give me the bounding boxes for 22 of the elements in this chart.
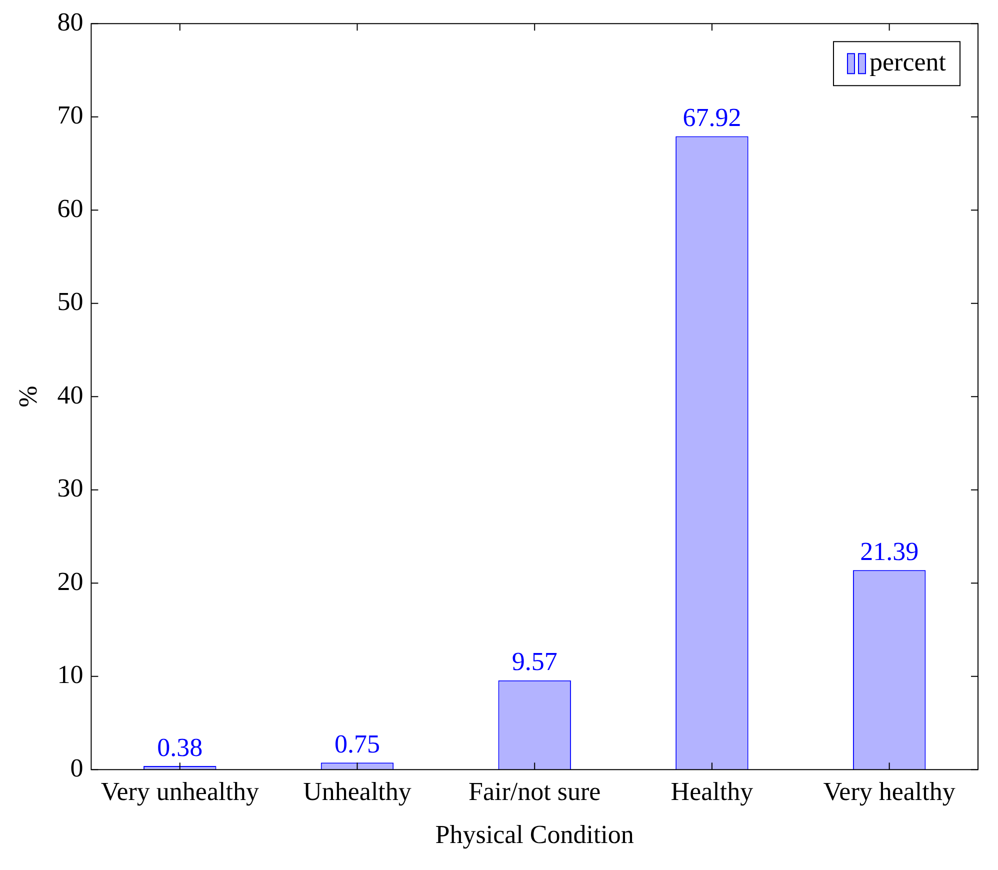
- y-axis-title: %: [13, 386, 42, 408]
- legend-label: percent: [870, 47, 947, 76]
- data-label: 0.75: [334, 729, 380, 758]
- data-label: 21.39: [860, 536, 919, 566]
- data-label: 0.38: [157, 732, 203, 762]
- y-tick-label: 10: [57, 660, 84, 690]
- x-tick-label: Very healthy: [823, 777, 956, 806]
- y-tick-label: 40: [57, 380, 84, 410]
- x-tick-label: Unhealthy: [303, 777, 412, 806]
- y-tick-label: 30: [57, 474, 84, 503]
- x-axis-title: Physical Condition: [435, 820, 634, 850]
- y-tick-label: 20: [57, 566, 84, 596]
- y-tick-label: 50: [57, 287, 84, 316]
- y-tick-label: 70: [57, 100, 84, 130]
- x-tick-label: Very unhealthy: [100, 777, 259, 806]
- y-tick-label: 60: [57, 194, 84, 223]
- y-tick-label: 80: [57, 7, 84, 36]
- x-tick-label: Fair/not sure: [468, 777, 601, 806]
- y-tick-label: 0: [70, 753, 84, 782]
- data-label: 9.57: [512, 647, 558, 676]
- data-label: 67.92: [682, 103, 742, 132]
- x-tick-label: Healthy: [670, 777, 754, 806]
